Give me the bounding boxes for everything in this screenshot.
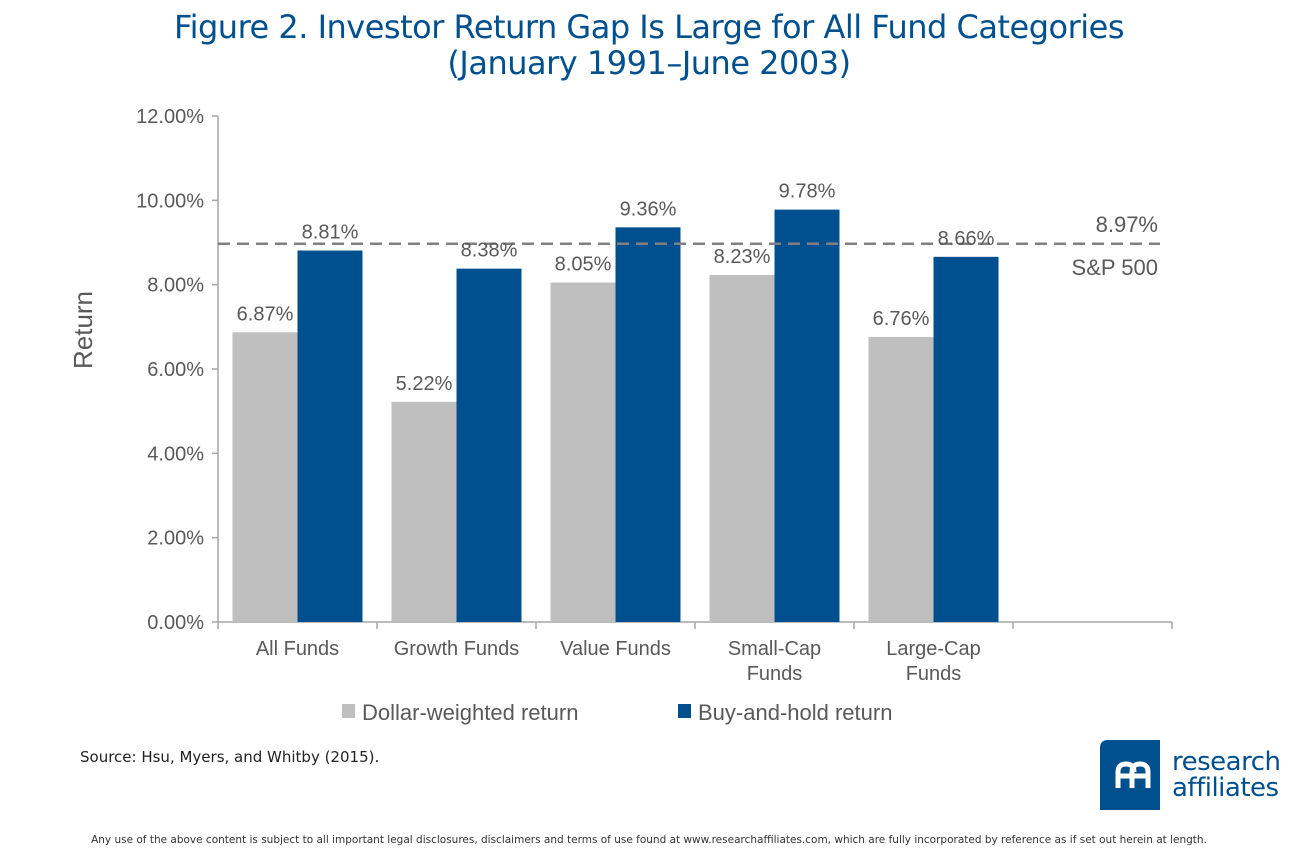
x-tick-label: Funds: [747, 663, 803, 685]
bar-dollar-weighted: [550, 282, 616, 622]
data-label: 9.78%: [779, 181, 836, 203]
data-label: 8.38%: [461, 240, 518, 262]
data-label: 8.81%: [302, 222, 359, 244]
data-label: 8.66%: [938, 228, 995, 250]
logo-text-affiliates: affiliates: [1172, 773, 1279, 803]
data-label: 6.76%: [873, 308, 930, 330]
reference-line-value: 8.97%: [1096, 212, 1158, 237]
reference-line-group: 8.97% S&P 500: [218, 212, 1160, 280]
bar-dollar-weighted: [232, 332, 298, 622]
logo-text-research: research: [1172, 747, 1281, 777]
bar-dollar-weighted: [391, 401, 457, 622]
y-tick-label: 12.00%: [136, 106, 204, 128]
data-label: 9.36%: [620, 198, 677, 220]
legend-label: Dollar-weighted return: [362, 700, 578, 725]
y-axis-label: Return: [68, 291, 98, 369]
bar-buy-and-hold: [615, 227, 681, 622]
x-tick-label: Large-Cap: [886, 638, 981, 660]
bar-buy-and-hold: [774, 209, 840, 623]
y-tick-label: 0.00%: [147, 612, 204, 634]
y-tick-label: 2.00%: [147, 528, 204, 550]
bar-buy-and-hold: [297, 250, 363, 623]
bar-dollar-weighted: [709, 274, 775, 622]
y-tick-label: 10.00%: [136, 190, 204, 212]
x-tick-label: Value Funds: [560, 638, 671, 660]
y-tick-label: 4.00%: [147, 443, 204, 465]
data-label: 5.22%: [396, 373, 453, 395]
bar-buy-and-hold: [456, 268, 522, 622]
x-tick-label: Funds: [906, 663, 962, 685]
y-axis: 0.00% 2.00% 4.00% 6.00% 8.00% 10.00% 12.00%: [136, 106, 219, 634]
legend-label: Buy-and-hold return: [698, 700, 892, 725]
bar-dollar-weighted: [868, 336, 934, 622]
logo-mark-icon: [1100, 740, 1160, 810]
data-labels: 6.87% 5.22% 8.05% 8.23% 6.76% 8.81% 8.38% 9.36%…: [237, 181, 995, 395]
x-axis: All Funds Growth Funds Value Funds Small-Ca…: [217, 621, 1173, 685]
x-tick-label: All Funds: [256, 638, 339, 660]
data-label: 8.23%: [714, 246, 771, 268]
data-label: 6.87%: [237, 303, 294, 325]
chart-subtitle: (January 1991–June 2003): [447, 44, 851, 82]
chart-title: Figure 2. Investor Return Gap Is Large f…: [174, 8, 1124, 46]
legend: Dollar-weighted return Buy-and-hold retur…: [342, 700, 892, 725]
research-affiliates-logo: research affiliates: [1100, 740, 1298, 810]
x-tick-label: Small-Cap: [728, 638, 821, 660]
legend-swatch-dollar-weighted: [342, 704, 355, 718]
source-note: Source: Hsu, Myers, and Whitby (2015).: [80, 748, 380, 766]
legal-disclaimer: Any use of the above content is subject …: [91, 834, 1207, 846]
data-label: 8.05%: [555, 254, 612, 276]
reference-line-name: S&P 500: [1072, 255, 1158, 280]
bars: [232, 209, 999, 623]
bar-chart: 0.00% 2.00% 4.00% 6.00% 8.00% 10.00% 12.00% Al…: [68, 106, 1173, 725]
x-tick-label: Growth Funds: [394, 638, 520, 660]
y-tick-label: 8.00%: [147, 275, 204, 297]
y-tick-label: 6.00%: [147, 359, 204, 381]
legend-swatch-buy-and-hold: [678, 704, 691, 718]
bar-buy-and-hold: [933, 256, 999, 622]
